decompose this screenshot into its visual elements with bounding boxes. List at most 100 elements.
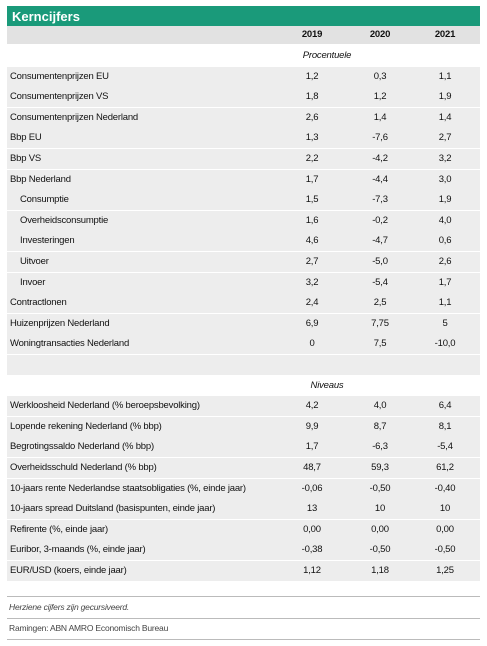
table-row: Lopende rekening Nederland (% bbp) 9,9 8,7… — [7, 416, 480, 438]
cell-value: -7,3 — [372, 194, 388, 206]
divider — [7, 618, 480, 619]
row-label: Contractlonen — [10, 297, 67, 309]
cell-value: 4,0 — [373, 400, 387, 412]
row-label: Bbp Nederland — [10, 173, 71, 185]
cell-value: 1,2 — [305, 70, 319, 82]
cell-value: 7,75 — [371, 317, 389, 329]
cell-value: 1,7 — [438, 276, 452, 288]
table-row: Uitvoer 2,7 -5,0 2,6 — [7, 252, 480, 273]
column-header: 2021 — [434, 29, 456, 40]
cell-value: -0,50 — [369, 544, 391, 556]
cell-value: 0,00 — [436, 523, 454, 535]
cell-value: 0,6 — [438, 235, 452, 247]
cell-value: -0,2 — [372, 214, 388, 226]
cell-value: -0,50 — [434, 544, 456, 556]
table-row: Begrotingssaldo Nederland (% bbp) 1,7 -6,3… — [7, 437, 480, 459]
cell-value: 2,7 — [438, 132, 452, 144]
cell-value: 4,6 — [305, 235, 319, 247]
cell-value: -5,4 — [437, 441, 453, 453]
row-label: Bbp EU — [10, 132, 42, 144]
table-row: Woningtransacties Nederland 0 7,5 -10,0 — [7, 334, 480, 356]
cell-value: -0,50 — [369, 482, 391, 494]
table-row: 10-jaars rente Nederlandse staatsobligat… — [7, 478, 480, 500]
cell-value: 1,8 — [305, 91, 319, 103]
cell-value: 8,7 — [373, 420, 387, 432]
cell-value: 1,2 — [373, 91, 387, 103]
table-row: Bbp Nederland 1,7 -4,4 3,0 — [7, 169, 480, 191]
table-row: EUR/USD (koers, einde jaar) 1,12 1,18 1,25 — [7, 561, 480, 582]
cell-value: -10,0 — [434, 338, 456, 350]
cell-value: 0 — [309, 338, 315, 350]
cell-value: -4,2 — [372, 153, 388, 164]
row-label: Huizenprijzen Nederland — [10, 317, 110, 329]
cell-value: 1,3 — [305, 132, 319, 144]
table-row: 10-jaars spread Duitsland (basispunten, … — [7, 499, 480, 521]
cell-value: 2,6 — [438, 256, 452, 267]
cell-value: 7,5 — [373, 338, 387, 350]
cell-value: 59,3 — [371, 462, 389, 473]
cell-value: 3,2 — [438, 153, 452, 164]
section-row: Procentuele mutaties — [7, 46, 480, 81]
cell-value: 5 — [442, 317, 448, 329]
cell-value: 1,4 — [438, 111, 452, 123]
cell-value: 2,4 — [305, 297, 319, 309]
row-label: Overheidsschuld Nederland (% bbp) — [10, 462, 157, 473]
table-row: Bbp EU 1,3 -7,6 2,7 — [7, 128, 480, 150]
footnote: Herziene cijfers zijn gecursiveerd. — [9, 602, 130, 612]
cell-value: 4,2 — [305, 400, 319, 412]
cell-value: -0,40 — [434, 482, 456, 494]
cell-value: 3,0 — [438, 173, 452, 185]
cell-value: 2,2 — [305, 153, 319, 164]
divider — [7, 639, 480, 640]
cell-value: 2,6 — [305, 111, 319, 123]
table-row: Werkloosheid Nederland (% beroepsbevolki… — [7, 396, 480, 418]
cell-value: 0,3 — [373, 70, 387, 82]
row-label: Invoer — [20, 276, 46, 288]
cell-value: 1,7 — [305, 173, 319, 185]
row-label: Consumentenprijzen Nederland — [10, 111, 139, 123]
cell-value: 1,1 — [438, 70, 452, 82]
cell-value: 13 — [306, 503, 318, 515]
cell-value: 1,5 — [305, 194, 319, 206]
cell-value: -4,7 — [372, 235, 388, 247]
row-label: Consumentenprijzen EU — [10, 70, 109, 82]
row-label: Bbp VS — [10, 153, 42, 164]
section-label: Niveaus — [310, 379, 344, 391]
cell-value: -0,06 — [301, 482, 323, 494]
cell-value: 1,6 — [305, 214, 319, 226]
cell-value: 4,0 — [438, 214, 452, 226]
table-row: Consumentenprijzen Nederland 2,6 1,4 1,4 — [7, 107, 480, 129]
cell-value: -7,6 — [372, 132, 388, 144]
cell-value: 0,00 — [303, 523, 321, 535]
column-header: 2020 — [369, 29, 391, 40]
cell-value: 0,00 — [371, 523, 389, 535]
row-label: Woningtransacties Nederland — [10, 338, 130, 350]
table-row: Invoer 3,2 -5,4 1,7 — [7, 272, 480, 294]
cell-value: 1,4 — [373, 111, 387, 123]
row-label: Investeringen — [20, 235, 75, 247]
table-row: Refirente (%, einde jaar) 0,00 0,00 0,00 — [7, 519, 480, 541]
row-label: Overheidsconsumptie — [20, 214, 109, 226]
cell-value: 1,9 — [438, 91, 452, 103]
cell-value: 6,9 — [305, 317, 319, 329]
cell-value: -4,4 — [372, 173, 388, 185]
table-row: Euribor, 3-maands (%, einde jaar) -0,38 -0… — [7, 540, 480, 562]
cell-value: 2,7 — [305, 256, 319, 267]
table-row: Consumentenprijzen VS 1,8 1,2 1,9 — [7, 87, 480, 109]
section-row: Niveaus — [7, 376, 480, 397]
row-label: Lopende rekening Nederland (% bbp) — [10, 420, 162, 432]
cell-value: 10 — [374, 503, 386, 515]
row-label: Euribor, 3-maands (%, einde jaar) — [10, 544, 146, 556]
table-row: Overheidsschuld Nederland (% bbp) 48,7 59,… — [7, 458, 480, 479]
table-row: Consumptie 1,5 -7,3 1,9 — [7, 190, 480, 212]
cell-value: 2,5 — [373, 297, 387, 309]
row-label: Werkloosheid Nederland (% beroepsbevolki… — [10, 400, 200, 412]
row-label: Consumentenprijzen VS — [10, 91, 109, 103]
cell-value: -5,4 — [372, 276, 388, 288]
row-label: Uitvoer — [20, 256, 49, 267]
cell-value: 1,7 — [305, 441, 319, 453]
row-label: 10-jaars rente Nederlandse staatsobligat… — [10, 482, 246, 494]
title: Kerncijfers — [12, 9, 80, 24]
table-row: Contractlonen 2,4 2,5 1,1 — [7, 293, 480, 315]
